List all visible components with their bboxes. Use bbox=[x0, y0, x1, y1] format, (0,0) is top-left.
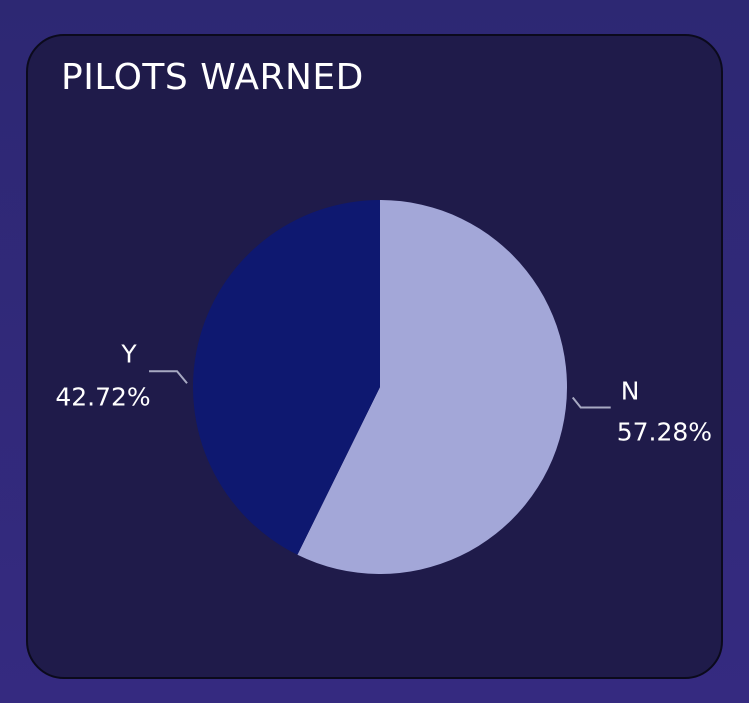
pie-slice-n bbox=[297, 200, 567, 574]
slice-value-n: 57.28% bbox=[617, 417, 712, 446]
pie-labels: N 57.28% Y 42.72% bbox=[55, 339, 712, 446]
pie-slices bbox=[193, 200, 567, 574]
slice-value-y: 42.72% bbox=[55, 382, 150, 411]
pie-slice-y bbox=[193, 200, 380, 555]
slice-label-n: N bbox=[621, 376, 640, 405]
leader-line-y bbox=[149, 370, 188, 384]
leader-line-n bbox=[571, 396, 611, 409]
chart-title: PILOTS WARNED bbox=[61, 57, 364, 98]
slice-label-y: Y bbox=[120, 339, 137, 368]
